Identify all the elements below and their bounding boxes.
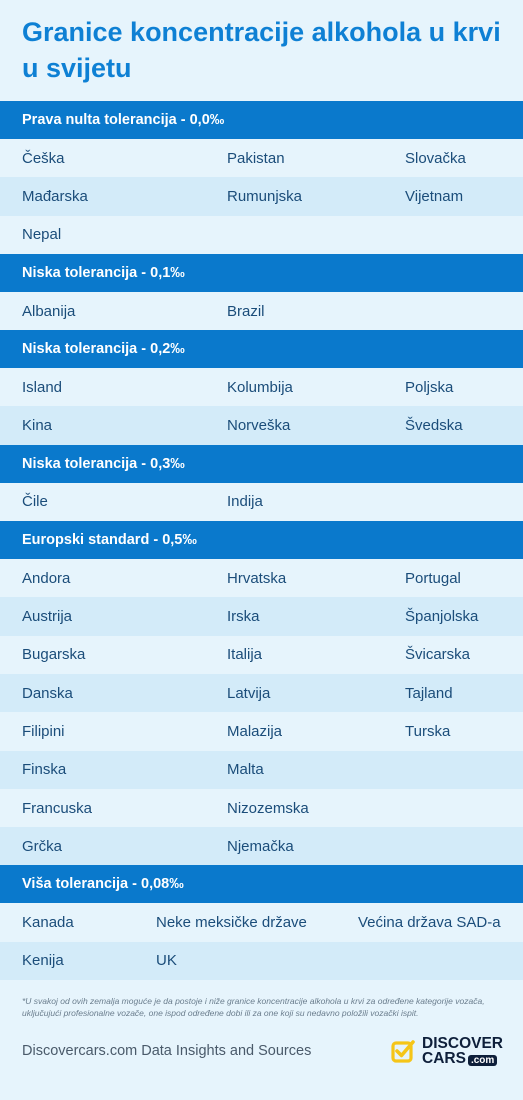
logo-line-2: CARS .com [422, 1049, 503, 1067]
footnote: *U svakoj od ovih zemalja moguće je da p… [22, 996, 485, 1019]
country-cell: Malazija [227, 722, 283, 740]
table-row: Češka Pakistan Slovačka [0, 139, 523, 177]
country-cell: Island [22, 378, 63, 396]
country-cell: Kolumbija [227, 378, 293, 396]
table-row: Kanada Neke meksičke države Većina držav… [0, 903, 523, 941]
table-row: Nepal [0, 216, 523, 254]
country-cell: Većina država SAD-a [358, 914, 501, 932]
country-cell: Norveška [227, 417, 291, 435]
country-cell: Mađarska [22, 187, 88, 205]
table-row: Austrija Irska Španjolska [0, 597, 523, 636]
country-cell: Kina [22, 417, 53, 435]
country-cell: Švicarska [405, 646, 471, 664]
country-cell: Albanija [22, 302, 76, 320]
country-cell: Kanada [22, 914, 74, 932]
country-cell: Andora [22, 569, 71, 587]
country-cell: Italija [227, 646, 263, 664]
country-cell: UK [156, 952, 177, 970]
country-cell: Švedska [405, 417, 463, 435]
check-square-icon [391, 1040, 415, 1063]
table-row: Albanija Brazil [0, 292, 523, 330]
table-row: Čile Indija [0, 483, 523, 521]
country-cell: Portugal [405, 569, 461, 587]
country-cell: Vijetnam [405, 187, 464, 205]
discovercars-logo: DISCOVER CARS .com [390, 1034, 503, 1067]
country-cell: Finska [22, 761, 67, 779]
table-row: Bugarska Italija Švicarska [0, 636, 523, 674]
country-cell: Danska [22, 684, 73, 702]
section-header-higher-tolerance: Viša tolerancija - 0,08‰ [0, 865, 523, 904]
footer: Discovercars.com Data Insights and Sourc… [0, 1030, 523, 1072]
country-cell: Pakistan [227, 149, 285, 167]
table-row: Kenija UK [0, 941, 523, 981]
country-cell: Turska [405, 722, 451, 740]
country-cell: Poljska [405, 378, 454, 396]
country-cell: Neke meksičke države [156, 914, 307, 932]
section-header-low-0-2: Niska tolerancija - 0,2‰ [0, 330, 523, 369]
table-row: Kina Norveška Švedska [0, 406, 523, 445]
country-cell: Slovačka [405, 149, 466, 167]
country-cell: Francuska [22, 799, 93, 817]
country-cell: Latvija [227, 684, 271, 702]
country-cell: Bugarska [22, 646, 86, 664]
page-title: Granice koncentracije alkohola u krvi u … [22, 17, 501, 83]
table-row: Francuska Nizozemska [0, 789, 523, 827]
section-header-low-0-3: Niska tolerancija - 0,3‰ [0, 444, 523, 483]
table-row: Grčka Njemačka [0, 827, 523, 866]
country-cell: Njemačka [227, 837, 294, 855]
section-header-low-0-1: Niska tolerancija - 0,1‰ [0, 253, 523, 292]
country-cell: Kenija [22, 952, 64, 970]
table-row: Finska Malta [0, 750, 523, 789]
country-cell: Indija [227, 493, 263, 511]
section-header-zero-tolerance: Prava nulta tolerancija - 0,0‰ [0, 101, 523, 139]
logo-wordmark: DISCOVER CARS .com [422, 1034, 503, 1067]
country-cell: Brazil [227, 302, 265, 320]
country-cell: Nizozemska [227, 799, 309, 817]
table-row: Island Kolumbija Poljska [0, 368, 523, 406]
table-row: Andora Hrvatska Portugal [0, 559, 523, 597]
logo-line-1: DISCOVER [422, 1034, 503, 1052]
country-cell: Grčka [22, 837, 63, 855]
section-header-european-standard: Europski standard - 0,5‰ [0, 521, 523, 560]
country-cell: Tajland [405, 684, 453, 702]
table-row: Mađarska Rumunjska Vijetnam [0, 177, 523, 216]
country-cell: Filipini [22, 722, 65, 740]
country-cell: Češka [22, 149, 65, 167]
country-cell: Španjolska [405, 608, 479, 626]
table-row: Danska Latvija Tajland [0, 673, 523, 713]
country-cell: Malta [227, 761, 264, 779]
country-cell: Austrija [22, 608, 73, 626]
country-cell: Hrvatska [227, 569, 287, 587]
source-text: Discovercars.com Data Insights and Sourc… [22, 1043, 312, 1060]
country-cell: Čile [22, 493, 48, 511]
logo-cars: CARS [422, 1049, 466, 1067]
country-cell: Nepal [22, 226, 62, 244]
table-row: Filipini Malazija Turska [0, 712, 523, 750]
logo-dotcom: .com [467, 1054, 498, 1066]
country-cell: Rumunjska [227, 187, 303, 205]
country-cell: Irska [227, 608, 260, 626]
